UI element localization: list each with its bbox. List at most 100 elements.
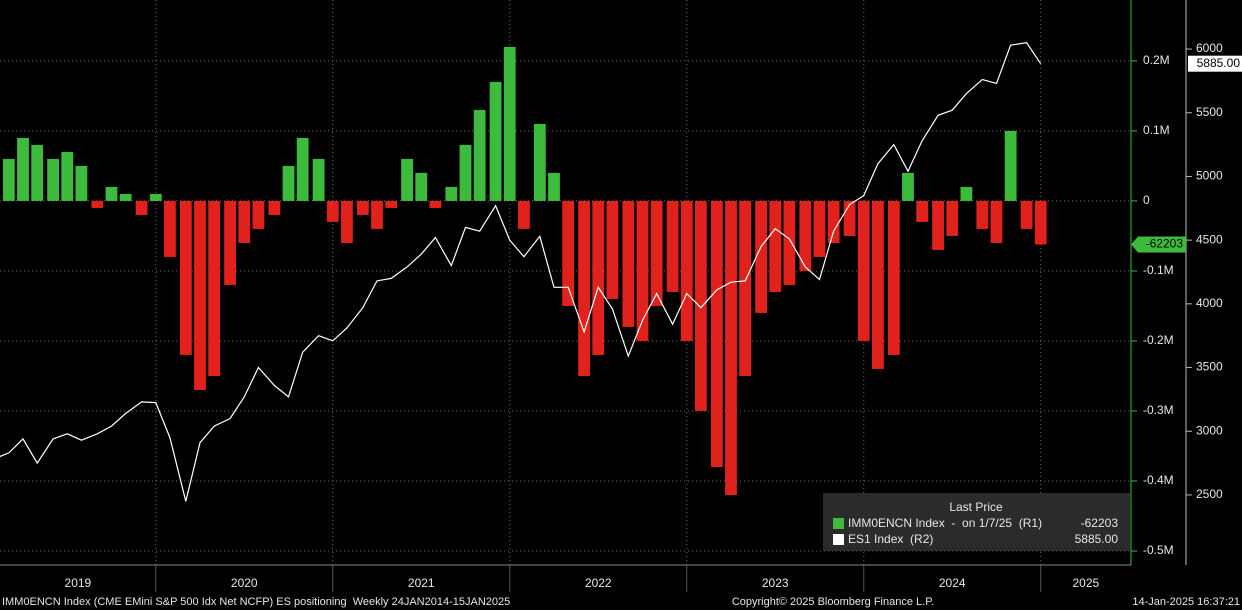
bar (1004, 130, 1017, 201)
last-value-tag (1131, 236, 1186, 253)
bar (916, 200, 929, 222)
y2-tick-label: 3000 (1196, 423, 1223, 437)
bar (385, 200, 398, 208)
bar (799, 200, 812, 271)
bar (990, 200, 1003, 243)
bar (710, 200, 723, 467)
y-tick-label: -0.1M (1143, 263, 1174, 277)
bar (1034, 200, 1047, 245)
legend-swatch (833, 518, 844, 529)
y2-tick-label: 4500 (1196, 232, 1223, 246)
y2-tick-label: 5500 (1196, 105, 1223, 119)
bar (31, 144, 44, 201)
bar (252, 200, 265, 229)
x-tick-label: 2022 (585, 576, 612, 590)
y2-tick-label: 5000 (1196, 169, 1223, 183)
bar (2, 158, 15, 201)
bar (871, 200, 884, 369)
bar (135, 200, 148, 215)
bar (356, 200, 369, 215)
bar (341, 200, 353, 243)
bar (445, 186, 458, 201)
bar (75, 165, 88, 201)
bar (518, 200, 530, 229)
bar (224, 200, 236, 285)
bar (533, 123, 546, 201)
y-tick-label: 0.2M (1143, 53, 1170, 67)
last-value-label: 5885.00 (1197, 56, 1241, 70)
bar (813, 200, 826, 257)
bar (194, 200, 206, 390)
x-tick-label: 2023 (762, 576, 789, 590)
bar (149, 193, 162, 201)
bar (119, 193, 132, 201)
bar (680, 200, 693, 341)
bar (902, 172, 914, 201)
bar (666, 200, 679, 292)
bar (739, 200, 752, 376)
y2-tick-label: 2500 (1196, 487, 1223, 501)
bar (105, 186, 118, 201)
bar (371, 200, 383, 229)
bar (843, 200, 856, 236)
bar (312, 158, 325, 201)
bar (695, 200, 707, 411)
legend-label: IMM0ENCN Index - on 1/7/25 (R1) (848, 516, 1042, 530)
legend: Last Price IMM0ENCN Index - on 1/7/25 (R… (823, 493, 1130, 551)
last-value-label: -62203 (1146, 237, 1184, 251)
legend-value: -62203 (1081, 516, 1119, 530)
footer-center: Copyright© 2025 Bloomberg Finance L.P. (732, 596, 934, 608)
bar (827, 200, 840, 243)
bar (946, 200, 959, 236)
bar (650, 200, 663, 306)
plot-area (0, 42, 1047, 502)
x-tick-label: 2019 (65, 576, 92, 590)
bar (636, 200, 649, 341)
bar (857, 200, 870, 341)
bar (725, 200, 737, 495)
bar (473, 109, 486, 201)
bar (769, 200, 782, 292)
bar (415, 172, 428, 201)
bar (976, 200, 989, 229)
bar (783, 200, 796, 285)
axes: 2019 2020 2021 2022 2023 2024 2025 0.2M 0.1M 0 -0.… (65, 0, 1242, 592)
bar (282, 165, 295, 201)
bar (429, 200, 442, 208)
bar (932, 200, 944, 250)
bar (503, 46, 516, 201)
bar (61, 151, 74, 201)
bar (562, 200, 575, 306)
bar (208, 200, 221, 376)
legend-label: ES1 Index (R2) (848, 532, 933, 546)
y-tick-label: -0.3M (1143, 403, 1174, 417)
legend-box (823, 493, 1130, 551)
bar (238, 200, 251, 243)
bar (489, 81, 502, 201)
y-tick-label: -0.4M (1143, 473, 1174, 487)
bar (459, 144, 472, 201)
bar (47, 158, 59, 201)
legend-title: Last Price (949, 500, 1003, 514)
last-value-tag (1188, 55, 1242, 72)
line (0, 42, 1042, 502)
bar (578, 200, 590, 376)
x-tick-label: 2021 (408, 576, 435, 590)
footer-left: IMM0ENCN Index (CME EMini S&P 500 Idx Ne… (2, 596, 510, 608)
bar (17, 137, 29, 201)
bar (1020, 200, 1033, 229)
x-tick-label: 2020 (231, 576, 258, 590)
x-tick-label: 2024 (939, 576, 966, 590)
bar (268, 200, 281, 215)
footer-right: 14-Jan-2025 16:37:21 (1132, 596, 1240, 608)
bar (296, 137, 309, 201)
legend-swatch (833, 534, 844, 545)
y2-tick-label: 4000 (1196, 296, 1223, 310)
bar (164, 200, 176, 257)
y2-tick-label: 3500 (1196, 360, 1223, 374)
y-tick-label: 0.1M (1143, 123, 1170, 137)
y-tick-label: -0.5M (1143, 543, 1174, 557)
y2-tick-label: 6000 (1196, 41, 1223, 55)
bar (326, 200, 339, 222)
x-tick-label: 2025 (1073, 576, 1100, 590)
